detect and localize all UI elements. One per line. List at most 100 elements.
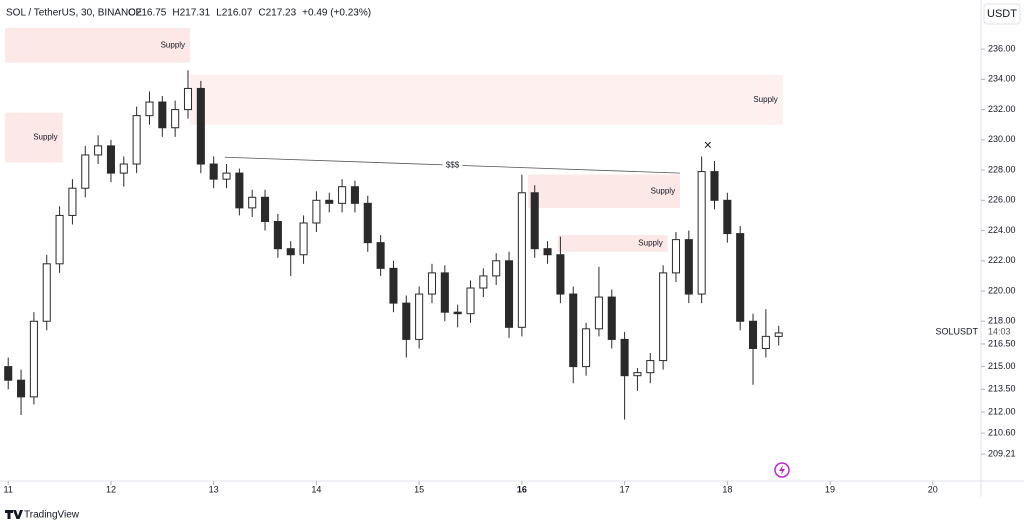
- candle-body: [479, 275, 488, 289]
- x-tick-label: 20: [928, 484, 938, 494]
- x-tick-label: 15: [414, 484, 424, 494]
- candle-body: [119, 163, 128, 174]
- candle-body: [607, 296, 616, 340]
- x-tick-label: 19: [825, 484, 835, 494]
- candle-body: [209, 163, 218, 180]
- candle-body: [492, 260, 501, 277]
- candle-body: [774, 332, 783, 337]
- candle-body: [453, 311, 462, 315]
- candle-body: [569, 293, 578, 368]
- alert-circle[interactable]: [774, 462, 790, 478]
- x-tick-label: 17: [620, 484, 630, 494]
- candle-body: [94, 145, 103, 156]
- candle-body: [505, 260, 514, 328]
- candle-body: [312, 199, 321, 224]
- x-tick-label: 13: [209, 484, 219, 494]
- candle-body: [29, 320, 38, 398]
- candle-body: [440, 272, 449, 313]
- y-tick-label: 213.50: [988, 384, 1016, 394]
- candle-body: [620, 338, 629, 377]
- ohlc-value: O216.75: [128, 8, 167, 19]
- ohlc-value: L216.07: [216, 8, 253, 19]
- liquidity-label-bg: [442, 160, 463, 171]
- logo: [5, 510, 23, 519]
- candle-body: [466, 287, 475, 315]
- x-tick-label: 16: [517, 484, 527, 494]
- ohlc-value: +0.49 (+0.23%): [302, 8, 371, 19]
- candle-body: [338, 186, 347, 204]
- candle-body: [42, 263, 51, 322]
- countdown-label: 14:03: [988, 326, 1011, 336]
- y-tick-label: 216.50: [988, 338, 1016, 348]
- y-tick-label: 220.00: [988, 285, 1016, 295]
- candle-body: [556, 254, 565, 295]
- supply-zone: [5, 27, 191, 63]
- candle-body: [55, 214, 64, 265]
- candle-body: [517, 192, 526, 328]
- x-tick-label: 18: [722, 484, 732, 494]
- candle-body: [145, 101, 154, 117]
- alert-icon[interactable]: [774, 462, 790, 478]
- ohlc-value: H217.31: [172, 8, 210, 19]
- supply-zone: [5, 112, 63, 163]
- candle-body: [684, 239, 693, 295]
- candle-body: [17, 379, 26, 398]
- y-tick-label: 236.00: [988, 44, 1016, 54]
- x-tick-label: 12: [106, 484, 116, 494]
- ohlc-value: C217.23: [258, 8, 296, 19]
- supply-zone: [557, 235, 668, 252]
- supply-zone: [528, 174, 681, 208]
- candle-body: [646, 360, 655, 374]
- zone-label: Supply: [161, 40, 185, 49]
- zone-label: Supply: [753, 95, 777, 104]
- candle-body: [81, 154, 90, 189]
- symbol-label: SOLUSDT: [935, 326, 978, 336]
- candle-body: [222, 172, 231, 180]
- x-tick-label: 14: [311, 484, 321, 494]
- candle-body: [761, 335, 770, 349]
- candle-body: [671, 239, 681, 274]
- liquidity-label: $$$: [446, 160, 460, 169]
- candle-body: [299, 222, 308, 256]
- candle-body: [530, 192, 539, 250]
- candle-body: [261, 196, 270, 222]
- candle-body: [4, 366, 13, 381]
- candle-body: [748, 320, 758, 349]
- supply-zone: [190, 74, 783, 125]
- y-tick-label: 222.00: [988, 255, 1016, 265]
- branding: TradingView: [24, 510, 80, 521]
- candle-body: [286, 248, 295, 256]
- candle-body: [710, 171, 719, 201]
- zone-label: Supply: [651, 186, 675, 195]
- candle-body: [248, 196, 257, 209]
- candle-body: [582, 328, 591, 368]
- currency-button[interactable]: [983, 3, 1021, 25]
- candle-body: [543, 248, 552, 256]
- candle-body: [196, 87, 205, 165]
- candle-body: [171, 109, 180, 129]
- candle-body: [68, 187, 77, 216]
- alert-bolt[interactable]: [779, 465, 785, 475]
- candle-body: [106, 145, 115, 174]
- candle-body: [132, 115, 141, 165]
- y-tick-label: 210.60: [988, 428, 1016, 438]
- x-tick-label: 11: [4, 484, 13, 494]
- logo-mark: [5, 510, 23, 519]
- candle-body: [697, 171, 706, 295]
- candle-body: [402, 302, 411, 340]
- y-tick-label: 224.00: [988, 225, 1016, 235]
- candle-body: [235, 172, 244, 209]
- zone-label: Supply: [638, 239, 662, 248]
- candle-body: [158, 101, 167, 129]
- candle-body: [659, 272, 668, 362]
- candle-body: [389, 267, 398, 304]
- y-tick-label: 218.00: [988, 316, 1016, 326]
- candle-body: [427, 272, 437, 295]
- x-marker: ×: [704, 137, 712, 153]
- y-tick-label: 212.00: [988, 406, 1016, 416]
- candle-body: [325, 199, 334, 204]
- candle-body: [736, 233, 745, 322]
- candle-body: [363, 202, 372, 244]
- candle-body: [633, 372, 642, 377]
- currency-label[interactable]: USDT: [987, 8, 1017, 20]
